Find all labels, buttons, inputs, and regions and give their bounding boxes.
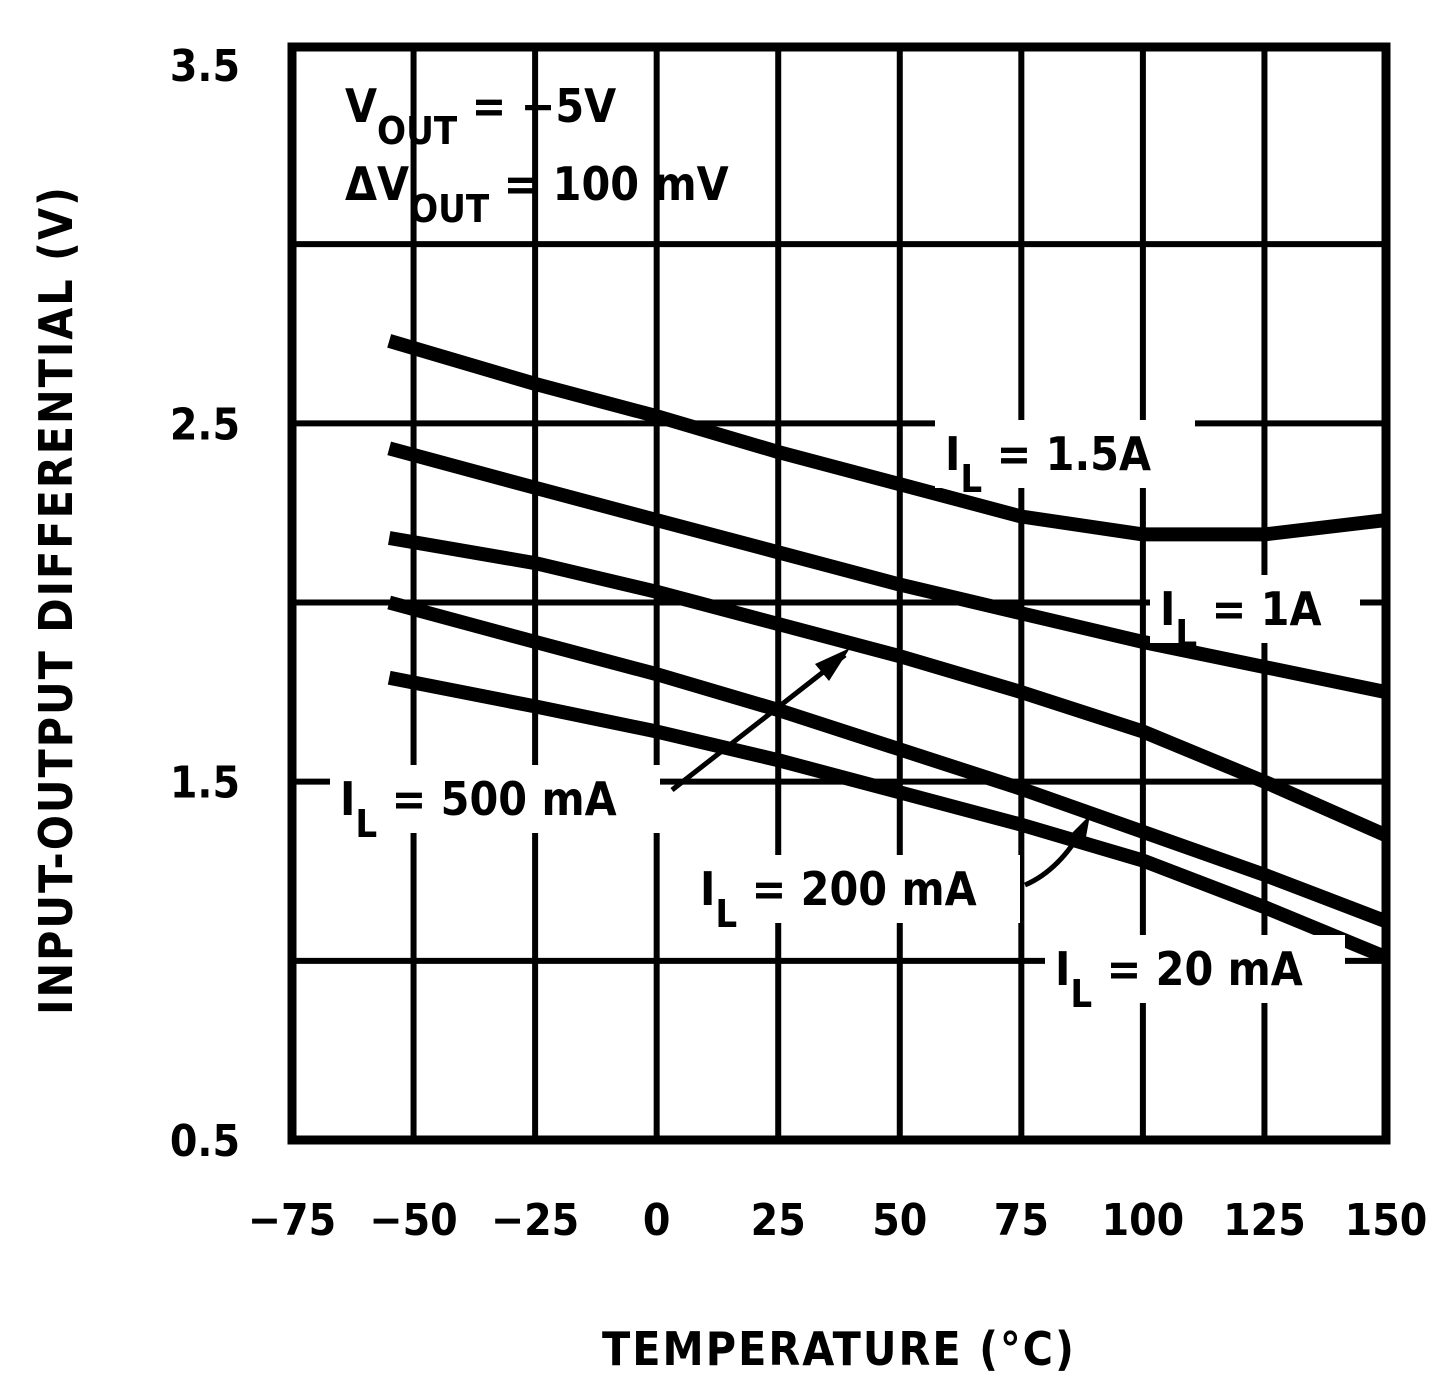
label-background (1150, 575, 1360, 643)
series-labels: IL = 1.5A IL = 1A IL = 500 mA IL = 200 mA IL… (330, 420, 1360, 1016)
series-line (387, 595, 1389, 928)
x-tick-label: −50 (369, 1195, 457, 1246)
label-background (690, 855, 1020, 923)
annotation-vout: VOUT = −5V (345, 79, 616, 153)
series-label: IL = 500 mA (340, 772, 617, 846)
series-lines (387, 334, 1389, 964)
plot-frame (287, 42, 1391, 1145)
series-label: IL = 1.5A (945, 427, 1151, 501)
series-label: IL = 200 mA (700, 862, 977, 936)
label-background (1045, 935, 1345, 1003)
series-line (388, 531, 1389, 842)
series-line (387, 334, 1387, 542)
series-line (387, 670, 1389, 964)
annotation-delta-vout: ΔVOUT = 100 mV (345, 157, 729, 231)
x-tick-label: 0 (643, 1195, 671, 1246)
x-tick-label: 125 (1223, 1195, 1306, 1246)
y-axis-label: INPUT-OUTPUT DIFFERENTIAL (V) (29, 185, 83, 1015)
y-tick-label: 0.5 (170, 1116, 240, 1167)
label-background (935, 420, 1195, 488)
series-line (387, 441, 1388, 699)
arrow-500ma (670, 653, 847, 792)
series-label: IL = 20 mA (1055, 942, 1303, 1016)
x-tick-label: −75 (248, 1195, 336, 1246)
y-tick-label: 1.5 (170, 758, 240, 809)
grid (292, 47, 1386, 1140)
y-tick-label: 2.5 (170, 399, 240, 450)
x-tick-label: −25 (491, 1195, 579, 1246)
x-tick-label: 75 (994, 1195, 1049, 1246)
x-axis-label: TEMPERATURE (°C) (602, 1322, 1076, 1376)
x-tick-label: 100 (1102, 1195, 1185, 1246)
x-tick-labels: −75 −50 −25 0 25 50 75 100 125 150 (248, 1195, 1427, 1246)
x-tick-label: 50 (872, 1195, 927, 1246)
y-tick-labels: 0.5 1.5 2.5 3.5 (170, 41, 240, 1167)
arrow-head-200ma (1065, 815, 1090, 848)
arrow-head-500ma (815, 648, 850, 681)
x-tick-label: 25 (751, 1195, 806, 1246)
label-background (330, 765, 660, 833)
series-label: IL = 1A (1160, 582, 1322, 656)
y-tick-label: 3.5 (170, 41, 240, 92)
x-tick-label: 150 (1345, 1195, 1428, 1246)
